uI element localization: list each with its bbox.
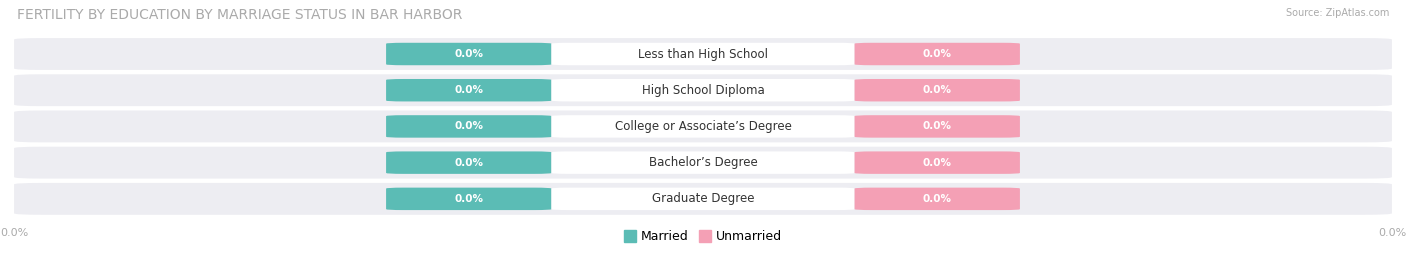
FancyBboxPatch shape <box>14 147 1392 179</box>
Text: Less than High School: Less than High School <box>638 48 768 61</box>
FancyBboxPatch shape <box>387 115 551 138</box>
FancyBboxPatch shape <box>387 79 551 101</box>
Text: 0.0%: 0.0% <box>454 194 484 204</box>
FancyBboxPatch shape <box>551 188 855 210</box>
Text: 0.0%: 0.0% <box>922 85 952 95</box>
FancyBboxPatch shape <box>387 43 551 65</box>
FancyBboxPatch shape <box>551 79 855 101</box>
FancyBboxPatch shape <box>551 151 855 174</box>
Text: 0.0%: 0.0% <box>922 49 952 59</box>
FancyBboxPatch shape <box>855 151 1019 174</box>
Text: 0.0%: 0.0% <box>922 158 952 168</box>
Text: Bachelor’s Degree: Bachelor’s Degree <box>648 156 758 169</box>
Text: 0.0%: 0.0% <box>454 121 484 132</box>
FancyBboxPatch shape <box>14 74 1392 106</box>
Text: High School Diploma: High School Diploma <box>641 84 765 97</box>
FancyBboxPatch shape <box>14 38 1392 70</box>
FancyBboxPatch shape <box>387 188 551 210</box>
FancyBboxPatch shape <box>855 79 1019 101</box>
Text: Source: ZipAtlas.com: Source: ZipAtlas.com <box>1285 8 1389 18</box>
Text: Graduate Degree: Graduate Degree <box>652 192 754 205</box>
Text: 0.0%: 0.0% <box>454 158 484 168</box>
Text: College or Associate’s Degree: College or Associate’s Degree <box>614 120 792 133</box>
Legend: Married, Unmarried: Married, Unmarried <box>619 225 787 248</box>
FancyBboxPatch shape <box>387 151 551 174</box>
Text: 0.0%: 0.0% <box>922 121 952 132</box>
FancyBboxPatch shape <box>14 183 1392 215</box>
Text: 0.0%: 0.0% <box>454 85 484 95</box>
FancyBboxPatch shape <box>855 115 1019 138</box>
Text: 0.0%: 0.0% <box>454 49 484 59</box>
FancyBboxPatch shape <box>855 43 1019 65</box>
Text: FERTILITY BY EDUCATION BY MARRIAGE STATUS IN BAR HARBOR: FERTILITY BY EDUCATION BY MARRIAGE STATU… <box>17 8 463 22</box>
Text: 0.0%: 0.0% <box>922 194 952 204</box>
FancyBboxPatch shape <box>551 43 855 65</box>
FancyBboxPatch shape <box>855 188 1019 210</box>
FancyBboxPatch shape <box>14 111 1392 142</box>
FancyBboxPatch shape <box>551 115 855 138</box>
